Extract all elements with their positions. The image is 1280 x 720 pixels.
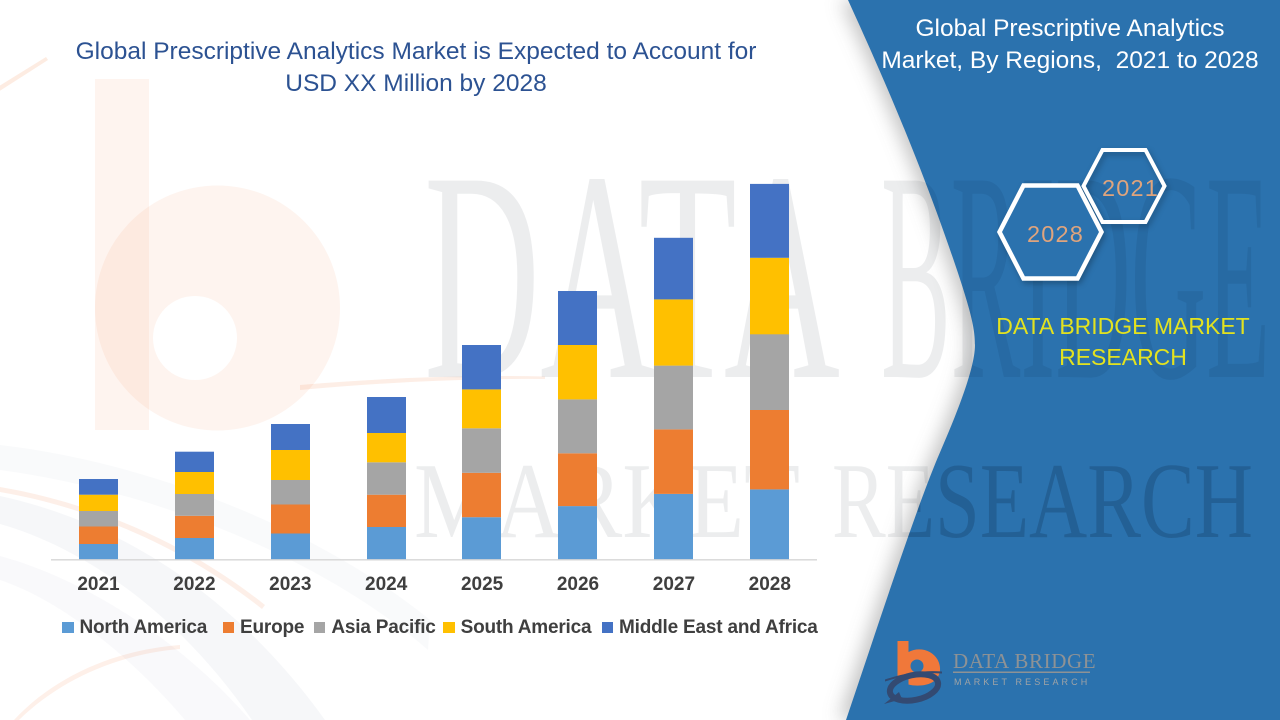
svg-text:MARKET RESEARCH: MARKET RESEARCH: [954, 677, 1090, 687]
svg-text:DATA BRIDGE: DATA BRIDGE: [953, 649, 1096, 673]
